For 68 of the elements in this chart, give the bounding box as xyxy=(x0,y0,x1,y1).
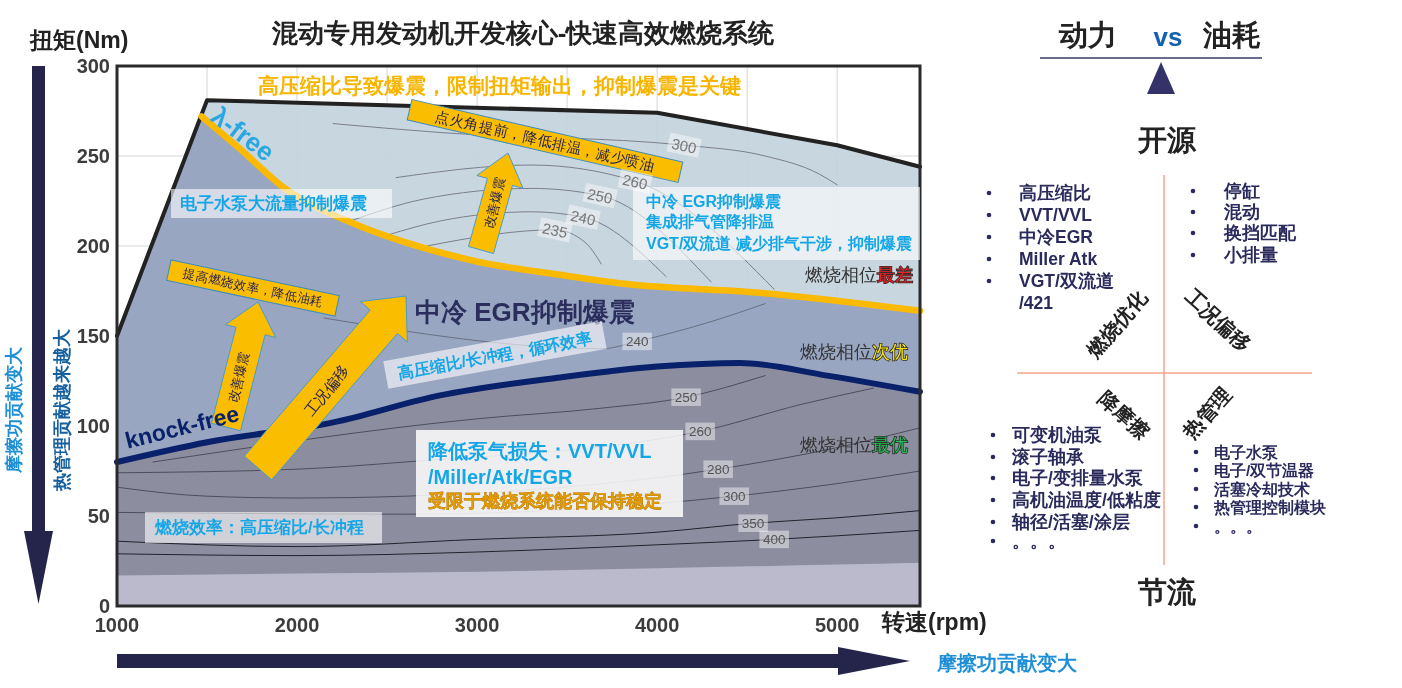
annotation: 燃烧相位 xyxy=(800,342,872,362)
text: 工况偏移 xyxy=(1180,284,1256,355)
text: 停缸 xyxy=(1223,181,1260,201)
text: 油耗 xyxy=(1202,19,1261,51)
annotation: 最优 xyxy=(872,435,908,455)
text: 热管理贡献越来越大 xyxy=(52,328,72,492)
x-tick-label: 1000 xyxy=(94,614,140,636)
annotation: VGT/双流道 减少排气干涉，抑制爆震 xyxy=(646,233,912,252)
text: 可变机油泵 xyxy=(1011,425,1103,445)
annotation: 燃烧效率：高压缩比/长冲程 xyxy=(154,518,364,536)
annotation: 受限于燃烧系统能否保持稳定 xyxy=(428,491,662,511)
x-axis-title: 转速(rpm) xyxy=(881,609,987,635)
text: 高机油温度/低粘度 xyxy=(1012,490,1161,510)
annotation: 中冷 EGR抑制爆震 xyxy=(646,192,782,210)
annotation: 改善爆震 xyxy=(224,349,252,405)
text: vs xyxy=(1153,22,1183,52)
text: 混动 xyxy=(1223,202,1260,222)
text: 换挡匹配 xyxy=(1223,223,1297,243)
annotation: 燃烧相位 xyxy=(805,265,877,285)
text: 中冷EGR xyxy=(1019,227,1094,247)
annotation: 高压缩比导致爆震，限制扭矩输出，抑制爆震是关键 xyxy=(258,73,741,97)
y-tick-label: 150 xyxy=(76,325,110,347)
x-tick-label: 2000 xyxy=(274,614,320,636)
y-tick-label: 200 xyxy=(76,235,110,257)
y-tick-label: 300 xyxy=(76,55,110,77)
text: 小排量 xyxy=(1223,245,1278,265)
text: 热管理控制模块 xyxy=(1213,498,1326,517)
x-tick-label: 3000 xyxy=(454,614,500,636)
y-tick-label: 0 xyxy=(98,595,110,617)
y-tick-label: 100 xyxy=(76,415,110,437)
chart-title: 混动专用发动机开发核心-快速高效燃烧系统 xyxy=(270,18,776,48)
text: 节流 xyxy=(1137,576,1197,608)
y-tick-label: 50 xyxy=(87,505,110,527)
text: Miller Atk xyxy=(1019,249,1098,269)
text: 电子/双节温器 xyxy=(1214,461,1315,479)
annotation: 集成排气管降排温 xyxy=(645,212,774,230)
text: /421 xyxy=(1019,293,1054,313)
text: VGT/双流道 xyxy=(1019,271,1114,291)
text: 开源 xyxy=(1137,124,1197,156)
annotation: 最差 xyxy=(877,265,913,285)
annotation: 工况偏移 xyxy=(300,361,352,419)
y-tick-label: 250 xyxy=(76,145,110,167)
text: 活塞冷却技术 xyxy=(1213,479,1310,498)
annotation: /Miller/Atk/EGR xyxy=(428,466,574,488)
annotation: 降低泵气损失：VVT/VVL xyxy=(428,440,652,462)
annotation: 燃烧相位 xyxy=(800,435,872,455)
x-tick-label: 5000 xyxy=(814,614,860,636)
annotation: 电子水泵大流量抑制爆震 xyxy=(180,194,367,212)
annotation: 改善爆震 xyxy=(480,175,508,231)
text: 。。。 xyxy=(1214,517,1262,535)
y-axis-title: 扭矩(Nm) xyxy=(29,27,129,53)
text: 热管理 xyxy=(1178,383,1236,444)
text: 电子/变排量水泵 xyxy=(1012,468,1144,488)
text: 。。。 xyxy=(1012,531,1066,551)
annotation: 中冷 EGR抑制爆震 xyxy=(415,297,635,327)
text: 滚子轴承 xyxy=(1011,447,1085,467)
text: 电子水泵 xyxy=(1214,443,1279,461)
annotation: 次优 xyxy=(872,342,908,362)
text: 摩擦功贡献变大 xyxy=(4,346,24,474)
annotation: 提高燃烧效率，降低油耗 xyxy=(181,265,325,310)
annotation: 点火角提前，降低排温，减少喷油 xyxy=(433,107,657,175)
text: VVT/VVL xyxy=(1019,205,1093,225)
text: 动力 xyxy=(1058,19,1117,51)
text: 摩擦功贡献变大 xyxy=(936,652,1078,675)
x-tick-label: 4000 xyxy=(634,614,680,636)
text: 轴径/活塞/涂层 xyxy=(1011,512,1130,532)
annotation: 高压缩比/长冲程，循环效率 xyxy=(396,327,594,382)
text: 高压缩比 xyxy=(1019,183,1091,203)
